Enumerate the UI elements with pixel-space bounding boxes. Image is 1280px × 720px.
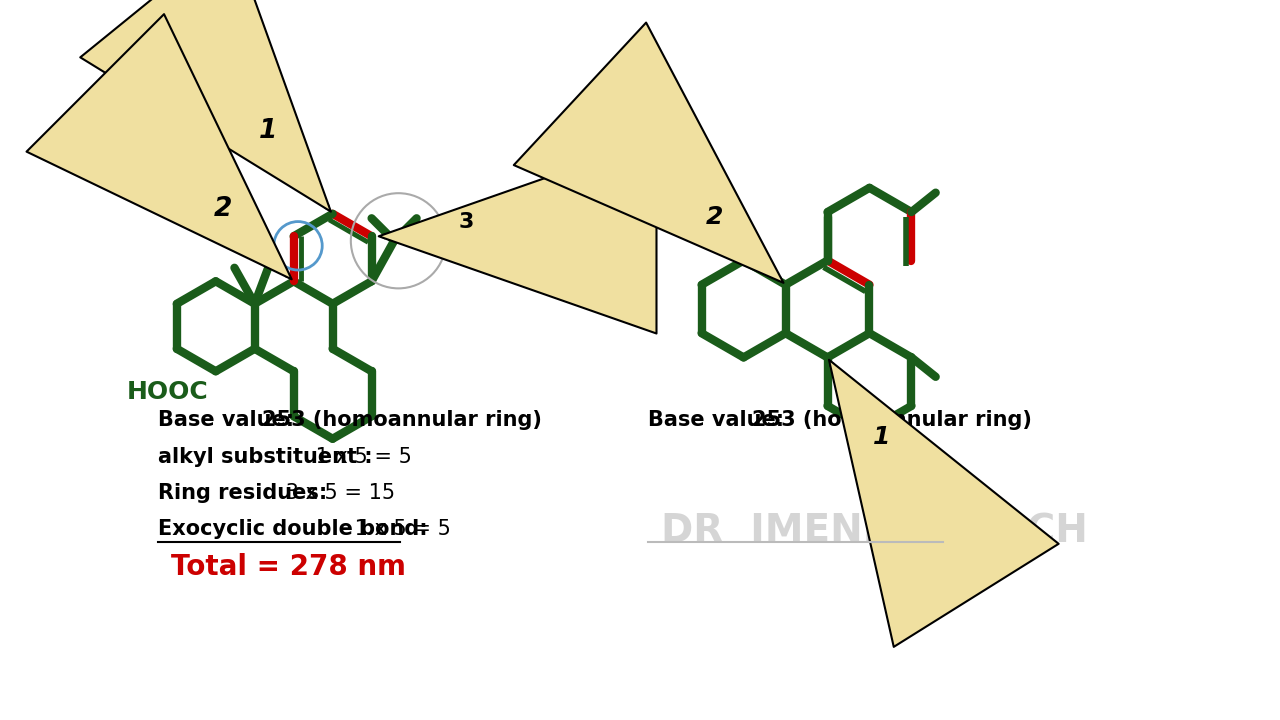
Text: 1: 1 (259, 117, 278, 143)
Text: Total = 278 nm: Total = 278 nm (170, 553, 406, 581)
Text: 253 (homoannular ring): 253 (homoannular ring) (753, 410, 1032, 431)
Text: 1: 1 (873, 425, 891, 449)
Text: 1 x 5 = 5: 1 x 5 = 5 (348, 519, 451, 539)
Text: DR  IMENE  BAYACH: DR IMENE BAYACH (662, 513, 1088, 550)
Text: 253 (homoannular ring): 253 (homoannular ring) (261, 410, 541, 431)
Text: 1 x 5 = 5: 1 x 5 = 5 (310, 446, 412, 467)
Text: Base value:: Base value: (157, 410, 301, 431)
Text: 2: 2 (214, 197, 233, 222)
Text: Ring residues:: Ring residues: (157, 483, 326, 503)
Text: 2: 2 (707, 205, 723, 229)
Text: 3: 3 (458, 212, 474, 232)
Text: 3 x 5 = 15: 3 x 5 = 15 (279, 483, 396, 503)
Text: Exocyclic double bond:: Exocyclic double bond: (157, 519, 428, 539)
Text: Base value:: Base value: (649, 410, 792, 431)
Text: alkyl substituent :: alkyl substituent : (157, 446, 372, 467)
Text: HOOC: HOOC (127, 380, 209, 404)
